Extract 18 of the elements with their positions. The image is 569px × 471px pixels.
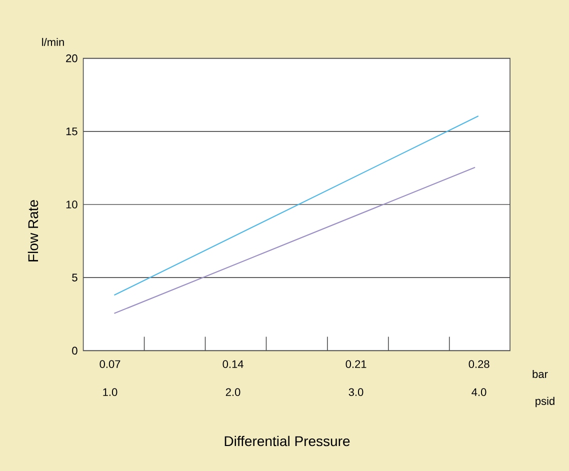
text: bar xyxy=(532,370,548,378)
text: psid xyxy=(536,396,554,408)
text: l/min xyxy=(42,38,64,46)
y-axis-title: Flow Rate xyxy=(28,200,38,262)
x2-tick-label: 4.0 xyxy=(472,388,486,396)
x2-tick-label: 3.0 xyxy=(348,388,364,396)
y-tick-label: 10 xyxy=(66,200,78,208)
x-tick-label: 0.21 xyxy=(346,360,366,368)
y-tick-label: 0 xyxy=(72,346,78,355)
y-tick-label: 5 xyxy=(72,274,78,282)
x-axis-title: Differential Pressure xyxy=(224,436,350,446)
x2-tick-label: 1.0 xyxy=(103,388,118,396)
y-tick-label: 20 xyxy=(66,54,78,62)
y-tick-label: 15 xyxy=(66,128,78,136)
x-tick-label: 0.14 xyxy=(222,360,244,368)
x-tick-label: 0.07 xyxy=(100,360,120,368)
x2-tick-label: 2.0 xyxy=(226,388,240,396)
x-tick-label: 0.28 xyxy=(468,360,490,368)
